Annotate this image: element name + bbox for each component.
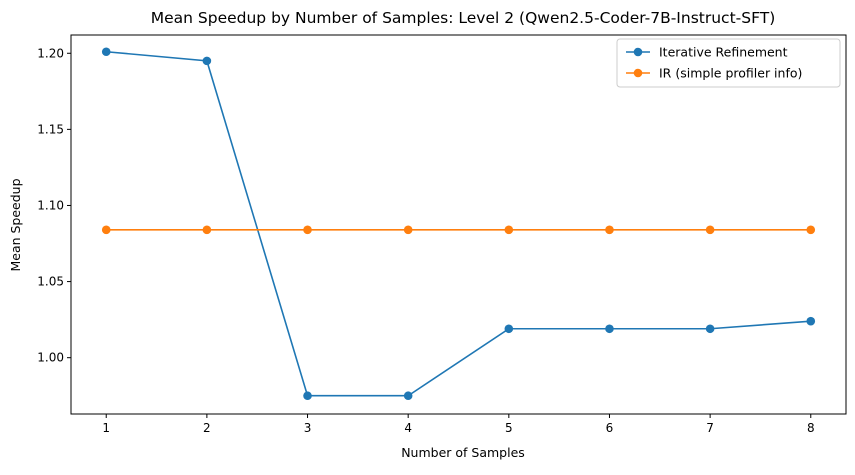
- data-point-series-2: [806, 225, 816, 235]
- x-tick-label: 7: [706, 421, 714, 435]
- data-point-series-1: [705, 324, 715, 334]
- data-point-series-1: [202, 56, 212, 66]
- legend: Iterative Refinement IR (simple profiler …: [616, 38, 841, 88]
- y-tick-label: 1.10: [37, 198, 64, 212]
- x-tick-label: 4: [404, 421, 412, 435]
- x-tick-label: 8: [807, 421, 815, 435]
- legend-marker-2: [633, 68, 643, 78]
- x-tick-label: 3: [304, 421, 312, 435]
- y-tick-label: 1.20: [37, 46, 64, 60]
- data-point-series-2: [101, 225, 111, 235]
- legend-box: [616, 38, 841, 88]
- data-point-series-1: [806, 316, 816, 326]
- data-point-series-2: [403, 225, 413, 235]
- x-tick-label: 6: [606, 421, 614, 435]
- x-tick-label: 1: [102, 421, 110, 435]
- series-line-1: [106, 50, 811, 397]
- data-point-series-2: [705, 225, 715, 235]
- chart-title: Mean Speedup by Number of Samples: Level…: [151, 9, 776, 27]
- data-point-series-2: [303, 225, 312, 235]
- data-point-series-1: [303, 391, 312, 401]
- data-point-series-2: [504, 225, 514, 235]
- data-point-series-2: [202, 225, 212, 235]
- legend-label-2: IR (simple profiler info): [659, 66, 802, 81]
- data-point-series-2: [605, 225, 614, 235]
- data-point-series-1: [403, 391, 413, 401]
- plot-frame: [70, 34, 847, 415]
- data-point-series-1: [605, 324, 614, 334]
- y-axis-label: Mean Speedup: [8, 178, 23, 271]
- data-point-series-1: [504, 324, 514, 334]
- legend-label-1: Iterative Refinement: [659, 45, 788, 60]
- x-tick-label: 5: [505, 421, 513, 435]
- data-point-series-1: [101, 47, 111, 57]
- plot-area: 1 2 3 4 5 6 7 8 1.00 1.05 1.10 1.15 1.20: [37, 34, 847, 435]
- y-tick-label: 1.15: [37, 122, 64, 136]
- y-tick-label: 1.00: [37, 351, 64, 365]
- y-tick-label: 1.05: [37, 275, 64, 289]
- x-tick-label: 2: [203, 421, 211, 435]
- x-axis-label: Number of Samples: [401, 445, 525, 460]
- legend-marker-1: [633, 47, 643, 57]
